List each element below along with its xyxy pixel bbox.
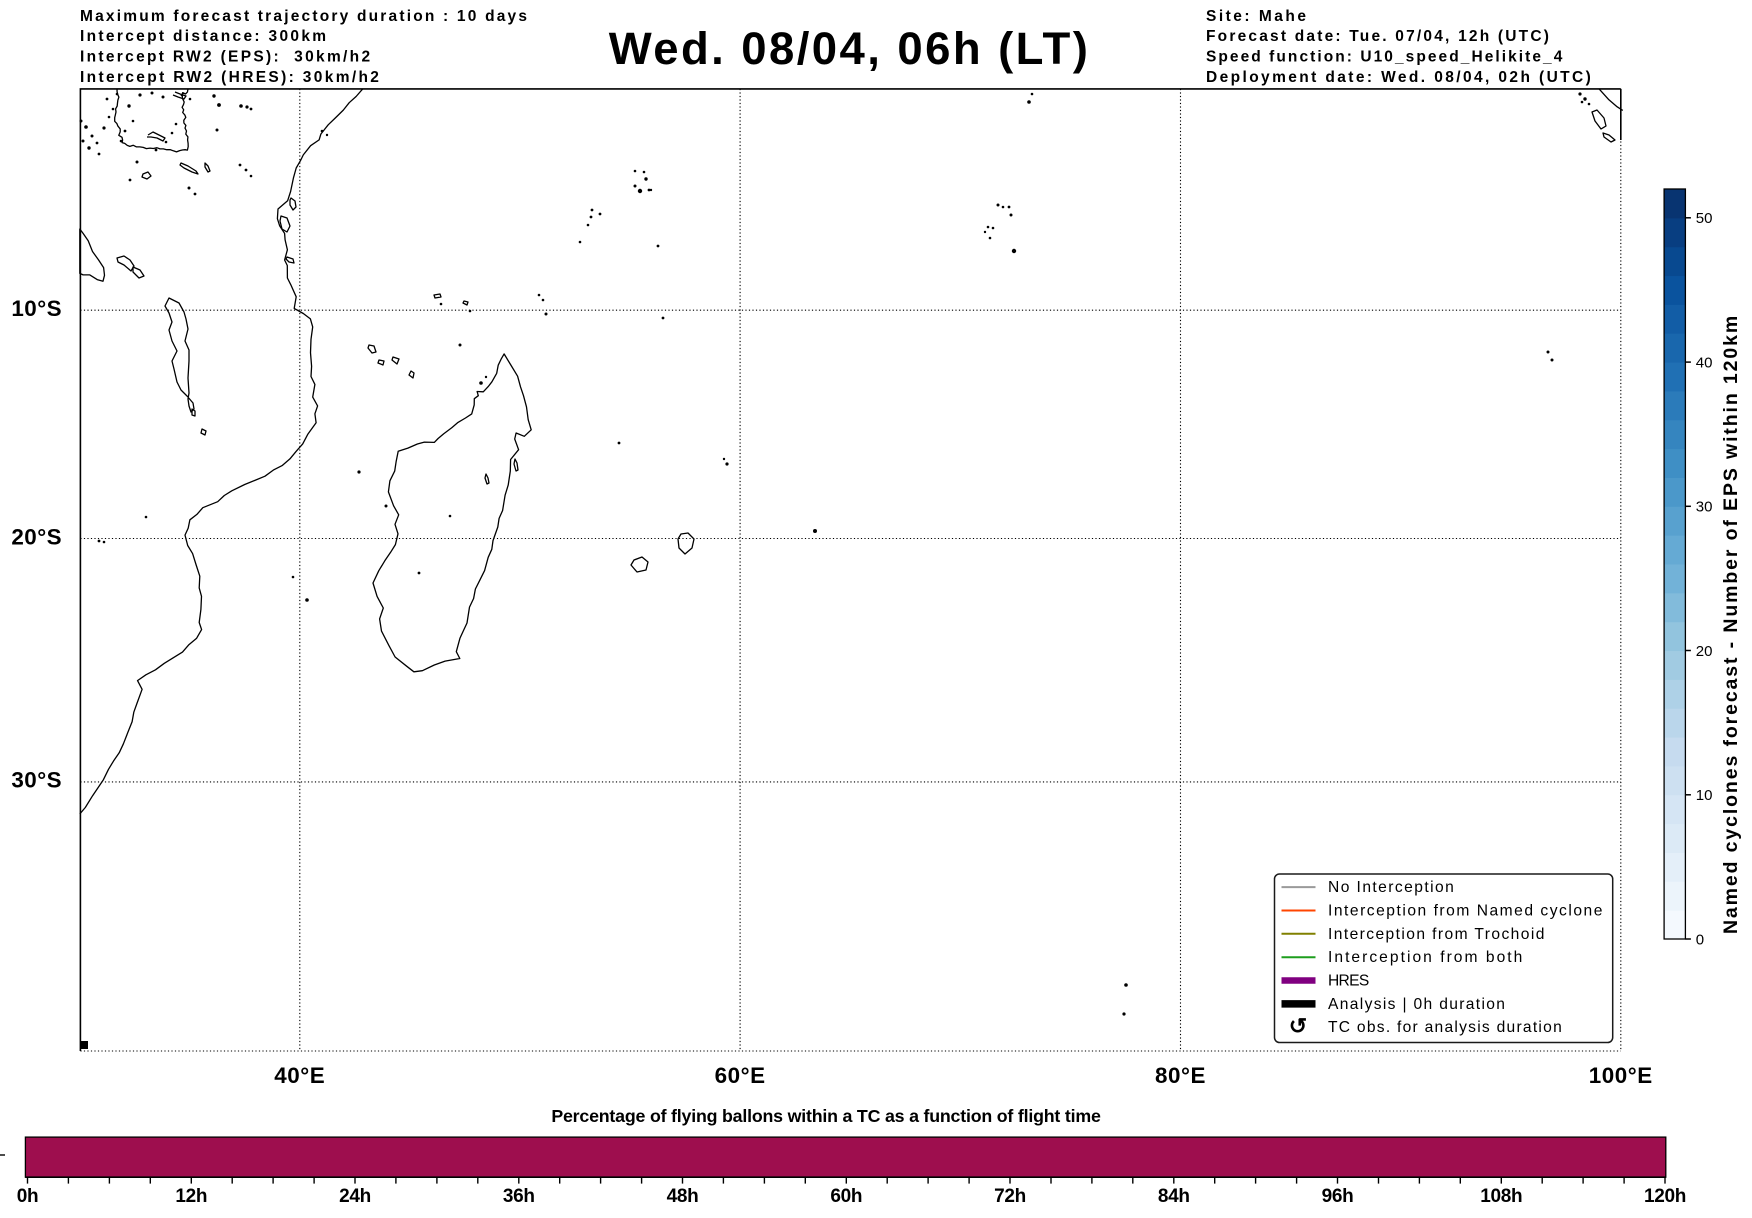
- svg-text:Wed. 08/04, 06h (LT): Wed. 08/04, 06h (LT): [609, 23, 1091, 74]
- svg-text:10: 10: [1696, 787, 1713, 804]
- svg-text:96h: 96h: [1322, 1186, 1354, 1207]
- svg-text:↺: ↺: [1289, 1014, 1307, 1039]
- svg-text:Percentage of flying ballons w: Percentage of flying ballons within a TC…: [551, 1106, 1101, 1126]
- svg-text:120h: 120h: [1644, 1186, 1686, 1207]
- svg-text:60°E: 60°E: [715, 1063, 766, 1088]
- svg-text:20: 20: [1696, 643, 1713, 660]
- svg-text:HRES: HRES: [1328, 973, 1369, 990]
- svg-text:Named cyclones forecast - Numb: Named cyclones forecast - Number of EPS …: [1720, 314, 1742, 934]
- svg-text:84h: 84h: [1158, 1186, 1190, 1207]
- svg-text:Deployment date: Wed. 08/04, 0: Deployment date: Wed. 08/04, 02h (UTC): [1206, 69, 1593, 86]
- svg-text:24h: 24h: [339, 1186, 371, 1207]
- svg-text:Site: Mahe: Site: Mahe: [1206, 8, 1309, 25]
- svg-text:30°S: 30°S: [11, 768, 62, 793]
- svg-text:40°E: 40°E: [274, 1063, 325, 1088]
- svg-text:80°E: 80°E: [1155, 1063, 1206, 1088]
- svg-text:Interception from Trochoid: Interception from Trochoid: [1328, 926, 1546, 943]
- svg-text:108h: 108h: [1480, 1186, 1522, 1207]
- svg-text:40: 40: [1696, 354, 1713, 371]
- svg-text:100°E: 100°E: [1589, 1063, 1653, 1088]
- svg-text:TC obs. for analysis duration: TC obs. for analysis duration: [1328, 1019, 1563, 1036]
- svg-text:Speed function: U10_speed_Heli: Speed function: U10_speed_Helikite_4: [1206, 49, 1564, 66]
- svg-text:10°S: 10°S: [11, 296, 62, 321]
- svg-text:20°S: 20°S: [11, 524, 62, 549]
- svg-text:50: 50: [1696, 210, 1713, 227]
- svg-text:Interception from Named cyclon: Interception from Named cyclone: [1328, 902, 1604, 919]
- svg-text:60h: 60h: [830, 1186, 862, 1207]
- svg-text:Intercept RW2 (HRES): 30km/h2: Intercept RW2 (HRES): 30km/h2: [80, 69, 381, 86]
- svg-text:Intercept RW2 (EPS): 30km/h2: Intercept RW2 (EPS): 30km/h2: [80, 49, 372, 66]
- svg-text:Analysis | 0h duration: Analysis | 0h duration: [1328, 996, 1506, 1013]
- svg-text:0h: 0h: [17, 1186, 39, 1207]
- svg-text:No Interception: No Interception: [1328, 879, 1455, 896]
- svg-text:36h: 36h: [503, 1186, 535, 1207]
- svg-text:30: 30: [1696, 499, 1713, 516]
- svg-text:48h: 48h: [667, 1186, 699, 1207]
- svg-text:Maximum forecast trajectory du: Maximum forecast trajectory duration : 1…: [80, 8, 529, 25]
- svg-text:0: 0: [1696, 931, 1704, 948]
- svg-text:Intercept distance: 300km: Intercept distance: 300km: [80, 28, 328, 45]
- svg-text:Forecast date: Tue. 07/04, 12h: Forecast date: Tue. 07/04, 12h (UTC): [1206, 28, 1551, 45]
- svg-text:Interception from both: Interception from both: [1328, 949, 1524, 966]
- svg-text:12h: 12h: [175, 1186, 207, 1207]
- svg-text:72h: 72h: [994, 1186, 1026, 1207]
